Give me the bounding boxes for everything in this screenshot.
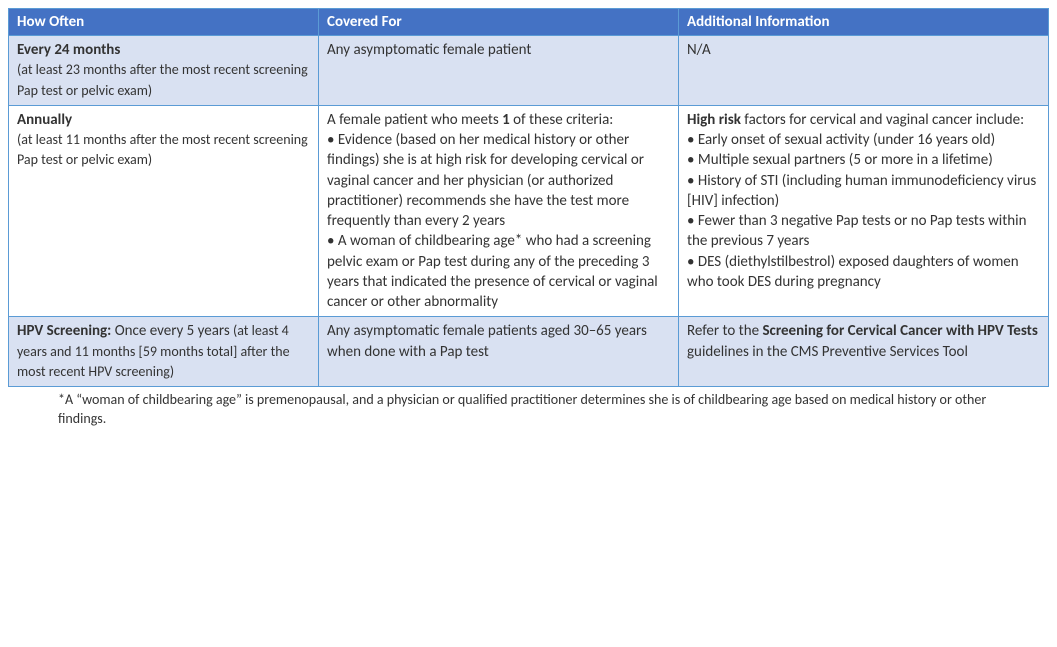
list-item: A woman of childbearing age* who had a s… [327, 231, 670, 312]
cell-additional: N/A [679, 36, 1049, 106]
how-often-title2: Once every 5 years [111, 322, 229, 340]
list-item: Multiple sexual partners (5 or more in a… [687, 150, 1040, 170]
how-often-note: (at least 23 months after the most recen… [17, 61, 308, 98]
cell-covered-for: Any asymptomatic female patient [319, 36, 679, 106]
table-row: HPV Screening: Once every 5 years (at le… [9, 317, 1049, 387]
cell-how-often: Annually (at least 11 months after the m… [9, 105, 319, 317]
how-often-title: Every 24 months [17, 41, 120, 59]
additional-bullet-list: Early onset of sexual activity (under 16… [687, 130, 1040, 292]
table-row: Annually (at least 11 months after the m… [9, 105, 1049, 317]
list-item: Evidence (based on her medical history o… [327, 130, 670, 231]
covered-bullet-list: Evidence (based on her medical history o… [327, 130, 670, 312]
additional-lead-after: factors for cervical and vaginal cancer … [741, 111, 1024, 129]
col-header-how-often: How Often [9, 9, 319, 36]
screening-table: How Often Covered For Additional Informa… [8, 8, 1049, 387]
covered-bold-inner: 1 [502, 111, 510, 129]
list-item: Early onset of sexual activity (under 16… [687, 130, 1040, 150]
cell-covered-for: A female patient who meets 1 of these cr… [319, 105, 679, 317]
covered-lead-after: of these criteria: [510, 111, 614, 129]
cell-how-often: Every 24 months (at least 23 months afte… [9, 36, 319, 106]
additional-bold: Screening for Cervical Cancer with HPV T… [762, 322, 1037, 340]
cell-covered-for: Any asymptomatic female patients aged 30… [319, 317, 679, 387]
additional-after: guidelines in the CMS Preventive Service… [687, 343, 968, 361]
covered-lead: A female patient who meets [327, 111, 502, 129]
footnote-text: *A “woman of childbearing age” is premen… [8, 387, 1026, 429]
col-header-covered-for: Covered For [319, 9, 679, 36]
table-header-row: How Often Covered For Additional Informa… [9, 9, 1049, 36]
additional-lead: Refer to the [687, 322, 762, 340]
col-header-additional: Additional Information [679, 9, 1049, 36]
list-item: Fewer than 3 negative Pap tests or no Pa… [687, 211, 1040, 252]
list-item: History of STI (including human immunode… [687, 171, 1040, 212]
how-often-note: (at least 11 months after the most recen… [17, 131, 308, 168]
list-item: DES (diethylstilbestrol) exposed daughte… [687, 252, 1040, 293]
how-often-title: Annually [17, 111, 72, 129]
how-often-title: HPV Screening: [17, 322, 111, 340]
table-row: Every 24 months (at least 23 months afte… [9, 36, 1049, 106]
additional-lead-bold: High risk [687, 111, 741, 129]
cell-additional: High risk factors for cervical and vagin… [679, 105, 1049, 317]
cell-additional: Refer to the Screening for Cervical Canc… [679, 317, 1049, 387]
cell-how-often: HPV Screening: Once every 5 years (at le… [9, 317, 319, 387]
